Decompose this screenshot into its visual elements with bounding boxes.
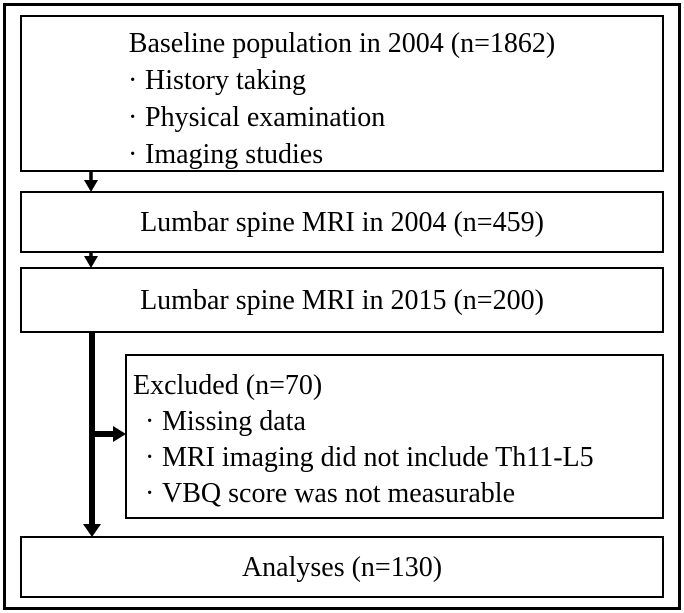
bullet-text: History taking: [145, 65, 306, 96]
excluded-bullet-item: · VBQ score was not measurable: [127, 476, 662, 512]
bullet-dot-icon: ·: [128, 65, 138, 96]
box-mri-2015: Lumbar spine MRI in 2015 (n=200): [20, 267, 664, 333]
bullet-text: Imaging studies: [145, 139, 324, 170]
box-baseline-title: Baseline population in 2004 (n=1862): [128, 28, 556, 59]
bullet-text: Physical examination: [145, 102, 386, 133]
box-mri-2004-title: Lumbar spine MRI in 2004 (n=459): [140, 206, 544, 238]
arrow-branch-to-excluded: [90, 426, 126, 442]
box-analyses: Analyses (n=130): [20, 536, 664, 598]
box-excluded-title: Excluded (n=70): [133, 370, 323, 401]
baseline-bullet-item: · History taking: [22, 62, 662, 99]
bullet-text: MRI imaging did not include Th11-L5: [162, 442, 594, 473]
box-mri-2015-title: Lumbar spine MRI in 2015 (n=200): [140, 284, 544, 316]
box-analyses-title: Analyses (n=130): [241, 551, 443, 583]
bullet-dot-icon: ·: [128, 139, 138, 170]
bullet-text: VBQ score was not measurable: [162, 478, 516, 509]
excluded-bullet-item: · MRI imaging did not include Th11-L5: [127, 440, 662, 476]
bullet-dot-icon: ·: [145, 406, 155, 437]
baseline-bullet-item: · Physical examination: [22, 99, 662, 136]
bullet-dot-icon: ·: [145, 442, 155, 473]
baseline-bullet-item: · Imaging studies: [22, 136, 662, 173]
outer-frame: [3, 3, 681, 610]
box-mri-2004: Lumbar spine MRI in 2004 (n=459): [20, 191, 664, 253]
arrow-baseline-to-mri2004: [84, 171, 98, 192]
excluded-bullet-item: · Missing data: [127, 404, 662, 440]
box-baseline: Baseline population in 2004 (n=1862) · Hi…: [20, 15, 664, 172]
bullet-text: Missing data: [162, 406, 306, 437]
box-excluded: Excluded (n=70) · Missing data · MRI imagi…: [125, 354, 664, 519]
arrow-mri2004-to-mri2015: [84, 253, 98, 268]
arrow-mri2015-to-analyses: [83, 333, 101, 537]
bullet-dot-icon: ·: [145, 478, 155, 509]
bullet-dot-icon: ·: [128, 102, 138, 133]
